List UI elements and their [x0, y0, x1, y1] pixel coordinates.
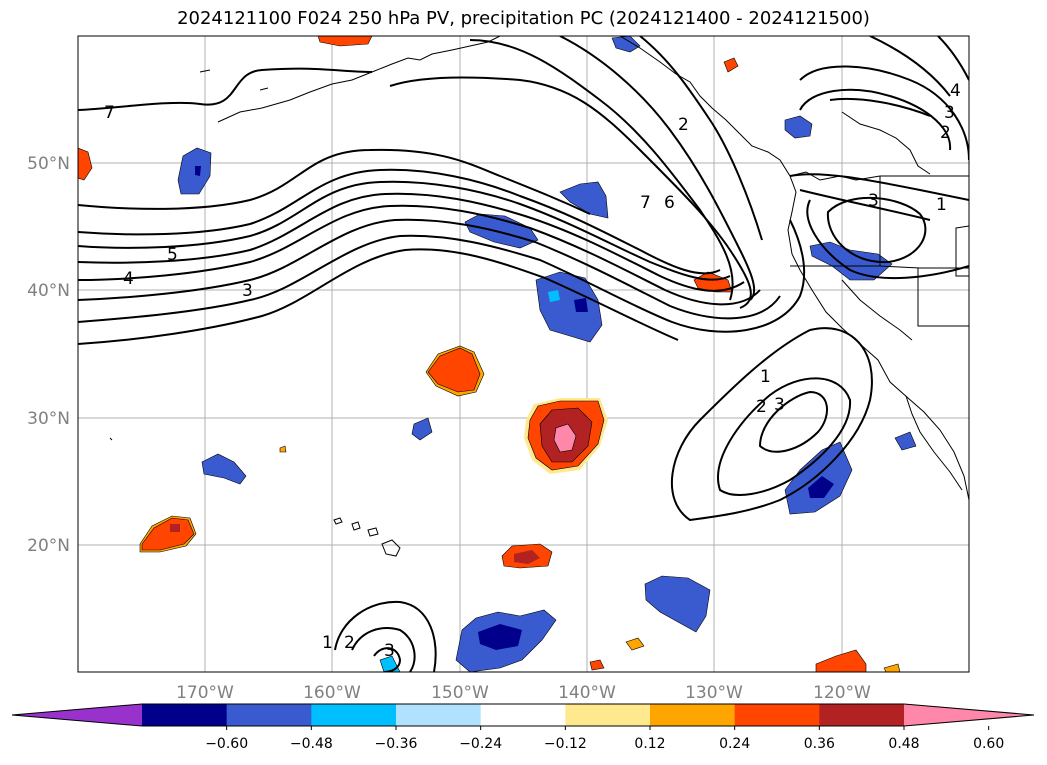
contour-label: 7 [640, 193, 651, 213]
lat-tick-label: 20°N [27, 536, 70, 556]
lon-tick-label: 150°W [431, 683, 489, 703]
map-title: 2024121100 F024 250 hPa PV, precipitatio… [177, 8, 870, 29]
precip-negative-areas [177, 36, 917, 672]
precip-positive-areas [78, 36, 901, 672]
lon-tick-label: 140°W [558, 683, 616, 703]
colorbar-tick-label: 0.24 [719, 736, 750, 752]
contour-labels: 7 5 4 3 7 6 2 3 2 1 3 4 1 2 3 1 2 3 [104, 81, 961, 661]
colorbar-segment [480, 704, 566, 726]
colorbar-tick-label: −0.60 [205, 736, 248, 752]
colorbar-segment [142, 704, 228, 726]
colorbar-extend-min [12, 704, 142, 726]
contour-label: 3 [384, 641, 395, 661]
lon-tick-label: 120°W [813, 683, 871, 703]
contour-label: 2 [678, 115, 689, 135]
lat-axis-labels: 50°N 40°N 30°N 20°N [27, 154, 70, 556]
colorbar-tick-label: −0.24 [459, 736, 502, 752]
colorbar-tick-label: 0.60 [973, 736, 1004, 752]
gridlines [78, 36, 969, 672]
colorbar-extend-max [904, 704, 1034, 726]
contour-label: 1 [760, 367, 771, 387]
contour-label: 4 [123, 269, 134, 289]
colorbar-segment [565, 704, 651, 726]
contour-label: 7 [104, 103, 115, 123]
colorbar-tick-label: 0.48 [888, 736, 919, 752]
lon-tick-label: 130°W [685, 683, 743, 703]
colorbar-segment [819, 704, 905, 726]
colorbar-outline [11, 703, 1035, 727]
contour-label: 2 [756, 397, 767, 417]
contour-label: 3 [242, 281, 253, 301]
contour-label: 2 [940, 123, 951, 143]
contour-label: 1 [936, 195, 947, 215]
colorbar: −0.60 −0.48 −0.36 −0.24 −0.12 0.12 0.24 0.36 0.4… [11, 703, 1035, 752]
colorbar-tick-label: 0.36 [804, 736, 835, 752]
contour-label: 2 [344, 633, 355, 653]
colorbar-tick-label: −0.48 [290, 736, 333, 752]
colorbar-segment [734, 704, 820, 726]
colorbar-segment [311, 704, 397, 726]
colorbar-tick-label: −0.12 [544, 736, 587, 752]
lon-axis-labels: 170°W 160°W 150°W 140°W 130°W 120°W [176, 683, 871, 703]
pv-contours [78, 36, 969, 672]
colorbar-tick-label: −0.36 [375, 736, 418, 752]
contour-label: 3 [944, 103, 955, 123]
colorbar-segment [226, 704, 312, 726]
contour-label: 4 [950, 81, 961, 101]
lat-tick-label: 50°N [27, 154, 70, 174]
colorbar-segment [396, 704, 482, 726]
lon-tick-label: 160°W [303, 683, 361, 703]
plot-frame [77, 35, 970, 673]
colorbar-tick-label: 0.12 [634, 736, 665, 752]
contour-label: 6 [664, 193, 675, 213]
contour-label: 3 [868, 191, 879, 211]
contour-label: 5 [167, 245, 178, 265]
lat-tick-label: 30°N [27, 409, 70, 429]
lat-tick-label: 40°N [27, 281, 70, 301]
lon-tick-label: 170°W [176, 683, 234, 703]
contour-label: 3 [774, 395, 785, 415]
contour-label: 1 [322, 633, 333, 653]
colorbar-segment [650, 704, 736, 726]
